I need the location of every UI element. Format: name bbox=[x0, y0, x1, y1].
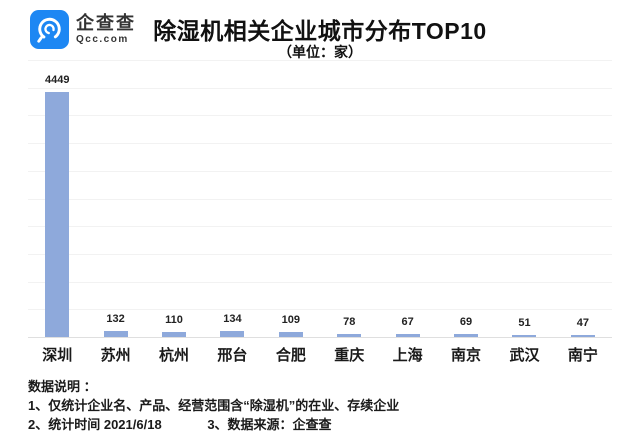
data-notes: 数据说明 ： 1、仅统计企业名、产品、经营范围含“除湿机”的在业、存续企业 2、… bbox=[28, 377, 399, 434]
note-stat-time: 2、统计时间 2021/6/18 bbox=[28, 417, 162, 432]
bar-value-label: 134 bbox=[223, 312, 242, 325]
bar bbox=[395, 334, 420, 338]
x-axis-label: 苏州 bbox=[100, 347, 131, 364]
x-axis-label: 合肥 bbox=[275, 347, 306, 364]
bar-value-label: 47 bbox=[576, 317, 589, 330]
bar-group: 110 杭州 bbox=[145, 61, 203, 364]
bar-group: 4449 深圳 bbox=[28, 61, 86, 364]
gridline bbox=[28, 309, 612, 311]
bar-group: 78 重庆 bbox=[320, 61, 378, 364]
gridline bbox=[28, 143, 612, 145]
gridline bbox=[28, 226, 612, 228]
x-axis-label: 南宁 bbox=[567, 347, 598, 364]
note-line-2: 2、统计时间 2021/6/18 3、数据来源：企查查 bbox=[28, 415, 399, 434]
gridline bbox=[28, 281, 612, 283]
brand-domain: Qcc.com bbox=[76, 33, 129, 45]
bar-group: 132 苏州 bbox=[86, 61, 144, 364]
bar-chart: 4449 深圳 132 苏州 110 杭州 134 邢台 109 合肥 78 重庆 67 上海 69 南京 51… bbox=[28, 60, 612, 364]
gridline bbox=[28, 198, 612, 200]
bar bbox=[512, 335, 537, 338]
bar-group: 67 上海 bbox=[378, 61, 436, 364]
bar-value-label: 51 bbox=[518, 317, 531, 330]
bar-value-label: 110 bbox=[165, 313, 183, 326]
gridline bbox=[28, 115, 612, 117]
chart-title: 除湿机相关企业城市分布TOP10 bbox=[153, 18, 487, 44]
bar-group: 109 合肥 bbox=[262, 61, 320, 364]
x-axis-label: 南京 bbox=[451, 347, 482, 364]
x-axis-label: 重庆 bbox=[334, 347, 365, 364]
bar bbox=[278, 331, 303, 338]
bar bbox=[162, 331, 187, 338]
bar bbox=[103, 330, 128, 338]
bar-group: 47 南宁 bbox=[554, 61, 612, 364]
bar-value-label: 67 bbox=[401, 316, 414, 329]
bar-group: 134 邢台 bbox=[203, 61, 261, 364]
bar-value-label: 78 bbox=[343, 315, 356, 328]
gridline bbox=[28, 87, 612, 89]
note-line-1: 1、仅统计企业名、产品、经营范围含“除湿机”的在业、存续企业 bbox=[28, 398, 400, 413]
gridline bbox=[28, 60, 612, 61]
x-axis-label: 深圳 bbox=[42, 347, 73, 364]
gridline bbox=[28, 170, 612, 172]
x-axis-label: 邢台 bbox=[217, 347, 248, 364]
bar-value-label: 132 bbox=[106, 312, 125, 325]
qcc-logo-text: 企查查 Qcc.com bbox=[76, 12, 136, 45]
bar bbox=[45, 91, 70, 338]
note-data-source: 3、数据来源：企查查 bbox=[207, 417, 332, 432]
qcc-logo-icon bbox=[30, 10, 69, 49]
x-axis-label: 上海 bbox=[392, 347, 423, 364]
bar bbox=[337, 333, 362, 338]
chart-bars: 4449 深圳 132 苏州 110 杭州 134 邢台 109 合肥 78 重庆 67 上海 69 南京 51… bbox=[28, 61, 612, 364]
notes-heading: 数据说明 ： bbox=[28, 379, 97, 394]
bar-value-label: 4449 bbox=[44, 73, 70, 86]
chart-unit-subtitle: （单位：家） bbox=[278, 44, 362, 60]
bar-group: 69 南京 bbox=[437, 61, 495, 364]
bar-group: 51 武汉 bbox=[495, 61, 553, 364]
x-axis-line bbox=[28, 337, 612, 338]
bar-value-label: 109 bbox=[281, 313, 301, 326]
bar bbox=[220, 330, 245, 338]
bar-value-label: 69 bbox=[459, 316, 473, 329]
brand-name: 企查查 bbox=[76, 12, 136, 33]
gridline bbox=[28, 253, 612, 255]
x-axis-label: 武汉 bbox=[509, 347, 540, 364]
bar bbox=[454, 334, 479, 338]
qcc-logo: 企查查 Qcc.com bbox=[30, 10, 136, 49]
bar bbox=[570, 335, 595, 338]
x-axis-label: 杭州 bbox=[159, 347, 190, 364]
